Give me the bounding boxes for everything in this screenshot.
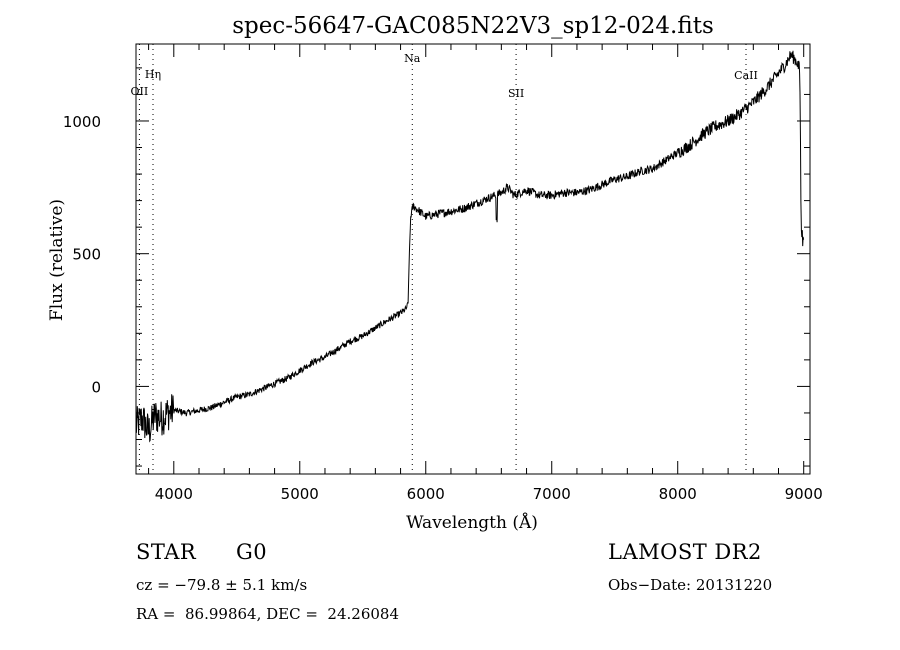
survey-name: LAMOST DR2 xyxy=(608,540,762,564)
chart-title: spec-56647-GAC085N22V3_sp12-024.fits xyxy=(232,13,714,39)
observation-date: Obs−Date: 20131220 xyxy=(608,576,773,594)
line-marker-label: Na xyxy=(404,52,421,65)
x-tick-labels: 4000 5000 6000 7000 8000 9000 xyxy=(155,485,823,503)
plot-frame xyxy=(135,43,811,475)
object-subclass: G0 xyxy=(236,540,268,564)
x-tick-label: 6000 xyxy=(407,485,445,503)
x-tick-label: 8000 xyxy=(659,485,697,503)
emission-line-markers: OII Hη Na SII CaII xyxy=(131,44,758,474)
y-tick-label: 0 xyxy=(91,378,101,396)
axis-ticks xyxy=(136,44,810,474)
redshift-velocity: cz = −79.8 ± 5.1 km/s xyxy=(136,576,308,594)
line-marker-label: SII xyxy=(508,87,524,100)
y-tick-labels: 0 500 1000 xyxy=(63,113,101,396)
line-marker-label: CaII xyxy=(734,69,758,82)
y-tick-label: 1000 xyxy=(63,113,101,131)
x-tick-label: 4000 xyxy=(155,485,193,503)
spectrum-chart: spec-56647-GAC085N22V3_sp12-024.fits 400… xyxy=(47,13,823,533)
spectrum-line xyxy=(135,50,805,443)
x-axis-label: Wavelength (Å) xyxy=(406,512,538,533)
coordinates: RA = 86.99864, DEC = 24.26084 xyxy=(136,605,400,623)
line-marker-label: Hη xyxy=(145,68,161,81)
line-marker-label: OII xyxy=(131,85,149,98)
x-tick-label: 7000 xyxy=(533,485,571,503)
y-tick-label: 500 xyxy=(72,246,101,264)
object-class: STAR xyxy=(136,540,197,564)
x-tick-label: 9000 xyxy=(785,485,823,503)
y-axis-label: Flux (relative) xyxy=(47,199,67,321)
x-tick-label: 5000 xyxy=(281,485,319,503)
